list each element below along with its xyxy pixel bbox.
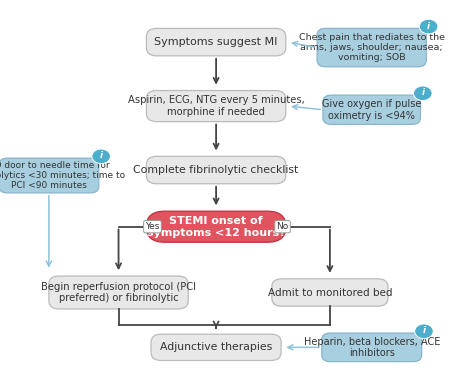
Text: ED door to needle time for
fibrinolytics <30 minutes; time to
PCI <90 minutes: ED door to needle time for fibrinolytics…: [0, 161, 126, 191]
Text: i: i: [427, 22, 430, 31]
FancyBboxPatch shape: [151, 334, 281, 360]
Text: i: i: [100, 151, 103, 160]
Circle shape: [415, 324, 433, 339]
Text: Complete fibrinolytic checklist: Complete fibrinolytic checklist: [134, 165, 299, 175]
Text: Give oxygen if pulse
oximetry is <94%: Give oxygen if pulse oximetry is <94%: [322, 99, 421, 120]
Text: Heparin, beta blockers, ACE
inhibitors: Heparin, beta blockers, ACE inhibitors: [303, 336, 440, 358]
FancyBboxPatch shape: [49, 276, 188, 309]
FancyBboxPatch shape: [322, 333, 422, 361]
Text: No: No: [276, 222, 289, 231]
Text: Symptoms suggest MI: Symptoms suggest MI: [155, 37, 278, 47]
FancyBboxPatch shape: [272, 279, 388, 306]
FancyBboxPatch shape: [146, 156, 286, 184]
Text: Chest pain that rediates to the
arms, jaws, shoulder; nausea;
vomiting; SOB: Chest pain that rediates to the arms, ja…: [299, 33, 445, 63]
Text: Adjunctive therapies: Adjunctive therapies: [160, 342, 272, 352]
Text: i: i: [421, 88, 424, 97]
Text: Begin reperfusion protocol (PCI
preferred) or fibrinolytic: Begin reperfusion protocol (PCI preferre…: [41, 282, 196, 303]
FancyBboxPatch shape: [146, 28, 286, 56]
FancyBboxPatch shape: [317, 28, 426, 67]
Text: Yes: Yes: [145, 222, 160, 231]
FancyBboxPatch shape: [0, 158, 99, 193]
Text: STEMI onset of
symptoms <12 hours?: STEMI onset of symptoms <12 hours?: [147, 216, 285, 238]
Text: Admit to monitored bed: Admit to monitored bed: [268, 288, 392, 298]
Text: Aspirin, ECG, NTG every 5 minutes,
morphine if needed: Aspirin, ECG, NTG every 5 minutes, morph…: [128, 95, 304, 117]
FancyBboxPatch shape: [323, 95, 420, 124]
Circle shape: [419, 19, 438, 34]
Text: i: i: [422, 326, 426, 335]
FancyBboxPatch shape: [146, 91, 286, 122]
FancyBboxPatch shape: [146, 211, 286, 242]
Circle shape: [92, 149, 110, 164]
Circle shape: [413, 86, 432, 101]
